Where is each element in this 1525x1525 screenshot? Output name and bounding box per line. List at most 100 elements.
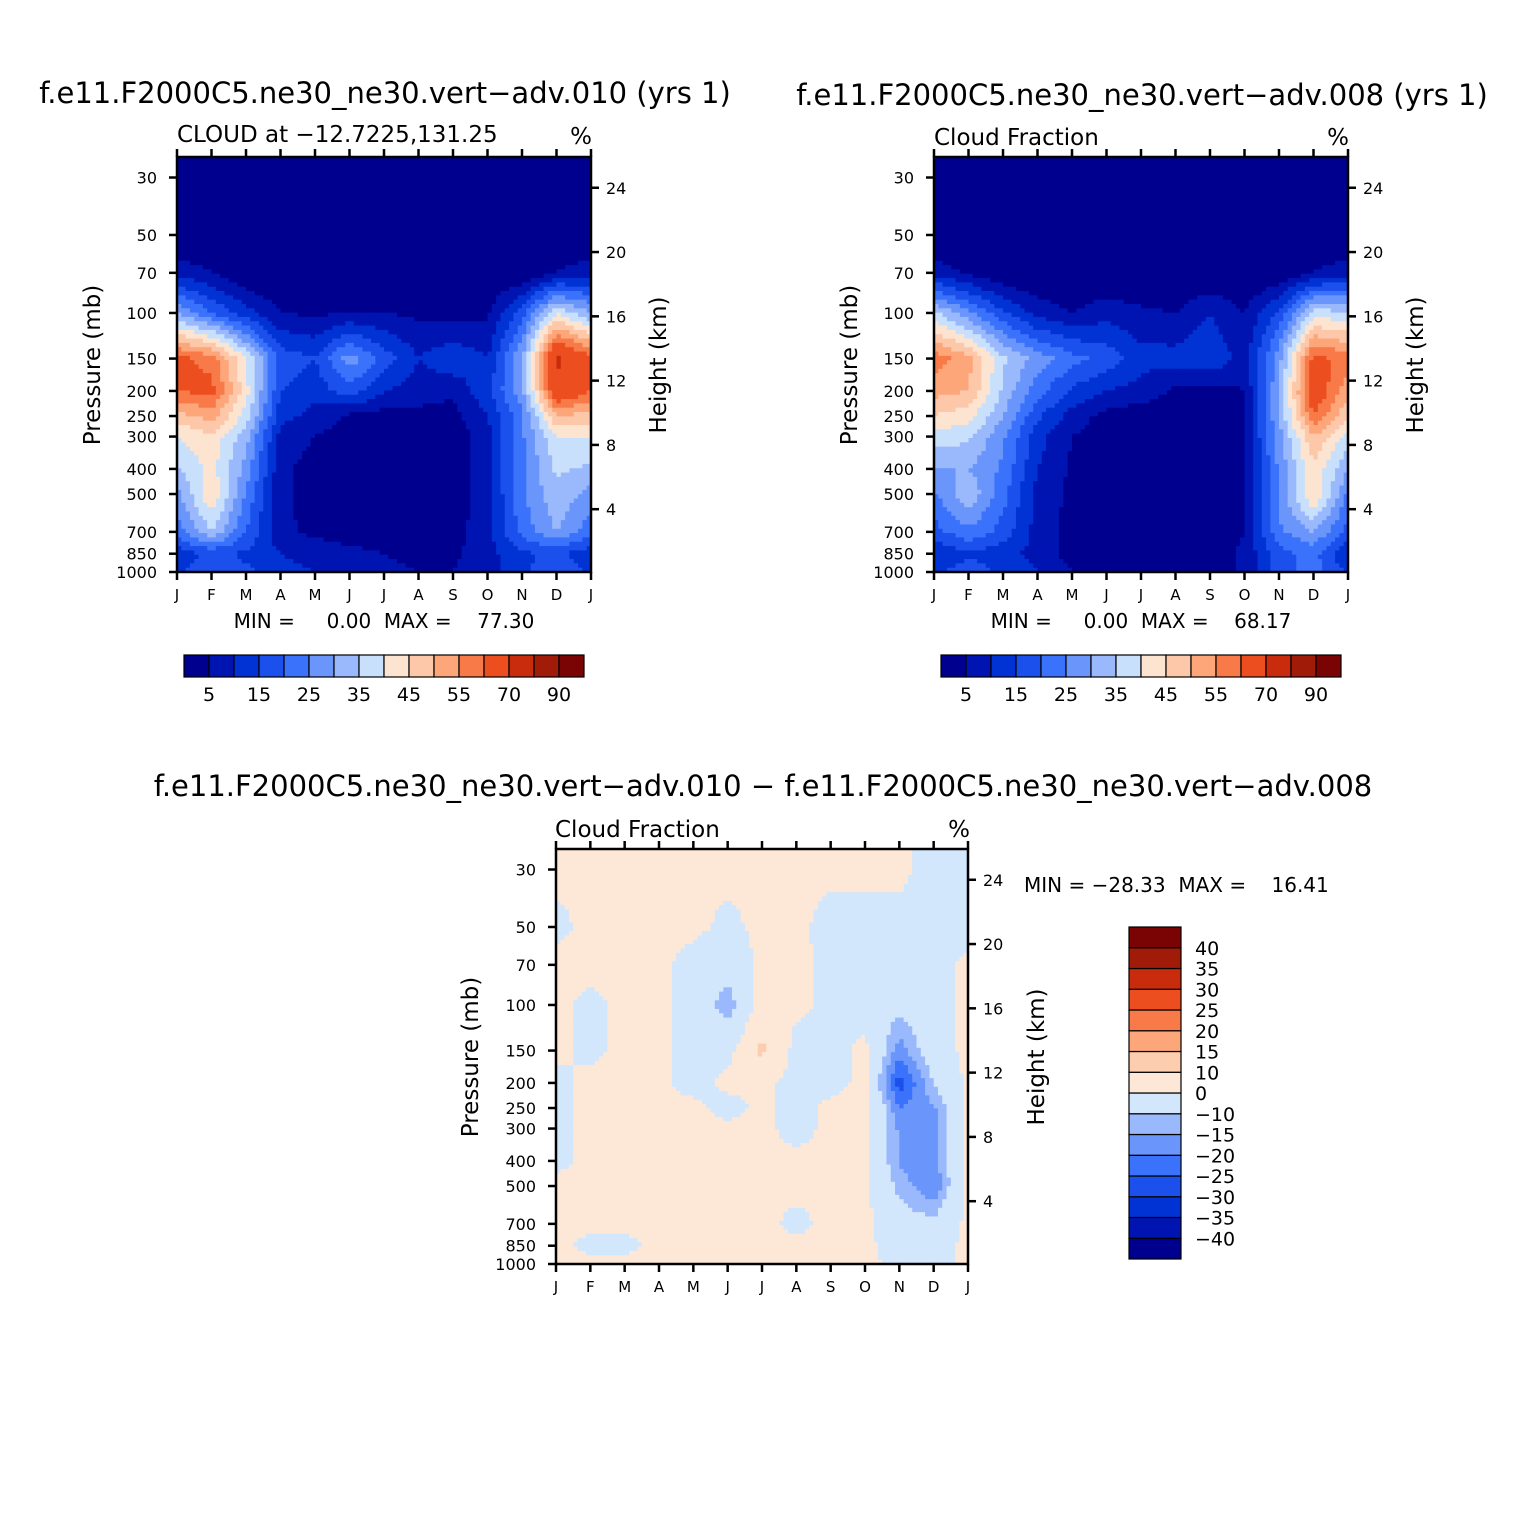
contour-cell <box>198 295 204 301</box>
contour-cell <box>496 347 502 353</box>
contour-cell <box>327 299 333 305</box>
contour-cell <box>371 187 376 193</box>
contour-cell <box>556 213 562 219</box>
contour-cell <box>375 303 381 309</box>
contour-cell <box>465 178 471 184</box>
contour-cell <box>177 174 182 180</box>
contour-cell <box>332 269 338 275</box>
contour-cell <box>409 256 415 262</box>
contour-cell <box>198 351 204 357</box>
contour-cell <box>483 217 489 223</box>
contour-cell <box>396 157 402 162</box>
contour-cell <box>207 195 213 201</box>
contour-cell <box>556 226 562 232</box>
contour-cell <box>491 273 497 279</box>
contour-cell <box>211 316 217 322</box>
contour-cell <box>414 178 420 184</box>
contour-cell <box>194 269 200 275</box>
contour-cell <box>293 299 299 305</box>
contour-cell <box>345 316 351 322</box>
contour-cell <box>323 325 329 331</box>
contour-cell <box>323 208 329 214</box>
contour-cell <box>254 308 260 314</box>
contour-cell <box>552 208 558 214</box>
contour-cell <box>457 308 463 314</box>
contour-cell <box>375 299 381 305</box>
contour-cell <box>418 360 424 366</box>
contour-cell <box>414 217 420 223</box>
contour-cell <box>483 291 489 296</box>
contour-cell <box>453 286 458 292</box>
contour-cell <box>418 165 424 171</box>
contour-cell <box>194 204 200 210</box>
contour-cell <box>418 265 424 270</box>
contour-cell <box>569 161 575 167</box>
contour-cell <box>267 334 273 340</box>
contour-cell <box>327 178 333 184</box>
contour-cell <box>565 373 571 379</box>
contour-cell <box>358 174 364 180</box>
contour-cell <box>556 342 562 348</box>
contour-cell <box>250 195 256 201</box>
contour-cell <box>478 169 484 175</box>
contour-cell <box>237 204 243 210</box>
contour-cell <box>241 351 247 357</box>
contour-cell <box>569 169 575 175</box>
contour-cell <box>569 273 575 279</box>
contour-cell <box>427 256 433 262</box>
contour-cell <box>315 221 320 227</box>
contour-cell <box>530 334 536 340</box>
contour-cell <box>422 169 428 175</box>
contour-cell <box>358 312 364 318</box>
contour-cell <box>250 182 256 188</box>
contour-cell <box>517 195 523 201</box>
contour-cell <box>327 217 333 223</box>
contour-cell <box>435 282 441 288</box>
contour-cell <box>250 174 256 180</box>
contour-cell <box>565 321 571 327</box>
contour-cell <box>388 165 394 171</box>
contour-cell <box>539 377 545 383</box>
contour-cell <box>336 165 342 171</box>
contour-cell <box>258 308 264 314</box>
contour-cell <box>500 295 506 301</box>
contour-cell <box>573 278 579 283</box>
contour-cell <box>267 239 273 245</box>
contour-cell <box>189 342 195 348</box>
contour-cell <box>504 312 510 318</box>
contour-cell <box>457 239 463 245</box>
contour-cell <box>440 157 445 162</box>
contour-cell <box>263 265 269 270</box>
contour-cell <box>302 355 307 361</box>
contour-cell <box>409 239 415 245</box>
contour-cell <box>358 269 364 275</box>
contour-cell <box>215 334 221 340</box>
contour-cell <box>396 178 402 184</box>
contour-cell <box>491 329 497 335</box>
contour-cell <box>565 308 571 314</box>
contour-cell <box>233 204 238 210</box>
contour-cell <box>198 265 204 270</box>
contour-cell <box>513 321 519 327</box>
contour-cell <box>207 316 213 322</box>
contour-cell <box>582 169 588 175</box>
contour-cell <box>418 234 424 240</box>
contour-cell <box>302 316 307 322</box>
contour-cell <box>401 243 407 249</box>
contour-cell <box>267 299 273 305</box>
contour-cell <box>500 273 506 279</box>
contour-cell <box>556 247 562 253</box>
contour-cell <box>280 252 286 258</box>
contour-cell <box>327 355 333 361</box>
contour-cell <box>310 252 316 258</box>
contour-cell <box>315 342 320 348</box>
contour-cell <box>560 278 566 283</box>
contour-cell <box>474 265 480 270</box>
contour-cell <box>384 347 389 353</box>
contour-cell <box>418 364 424 370</box>
contour-cell <box>500 169 506 175</box>
contour-cell <box>522 325 527 331</box>
contour-cell <box>202 273 208 279</box>
contour-cell <box>491 286 497 292</box>
contour-cell <box>284 316 290 322</box>
